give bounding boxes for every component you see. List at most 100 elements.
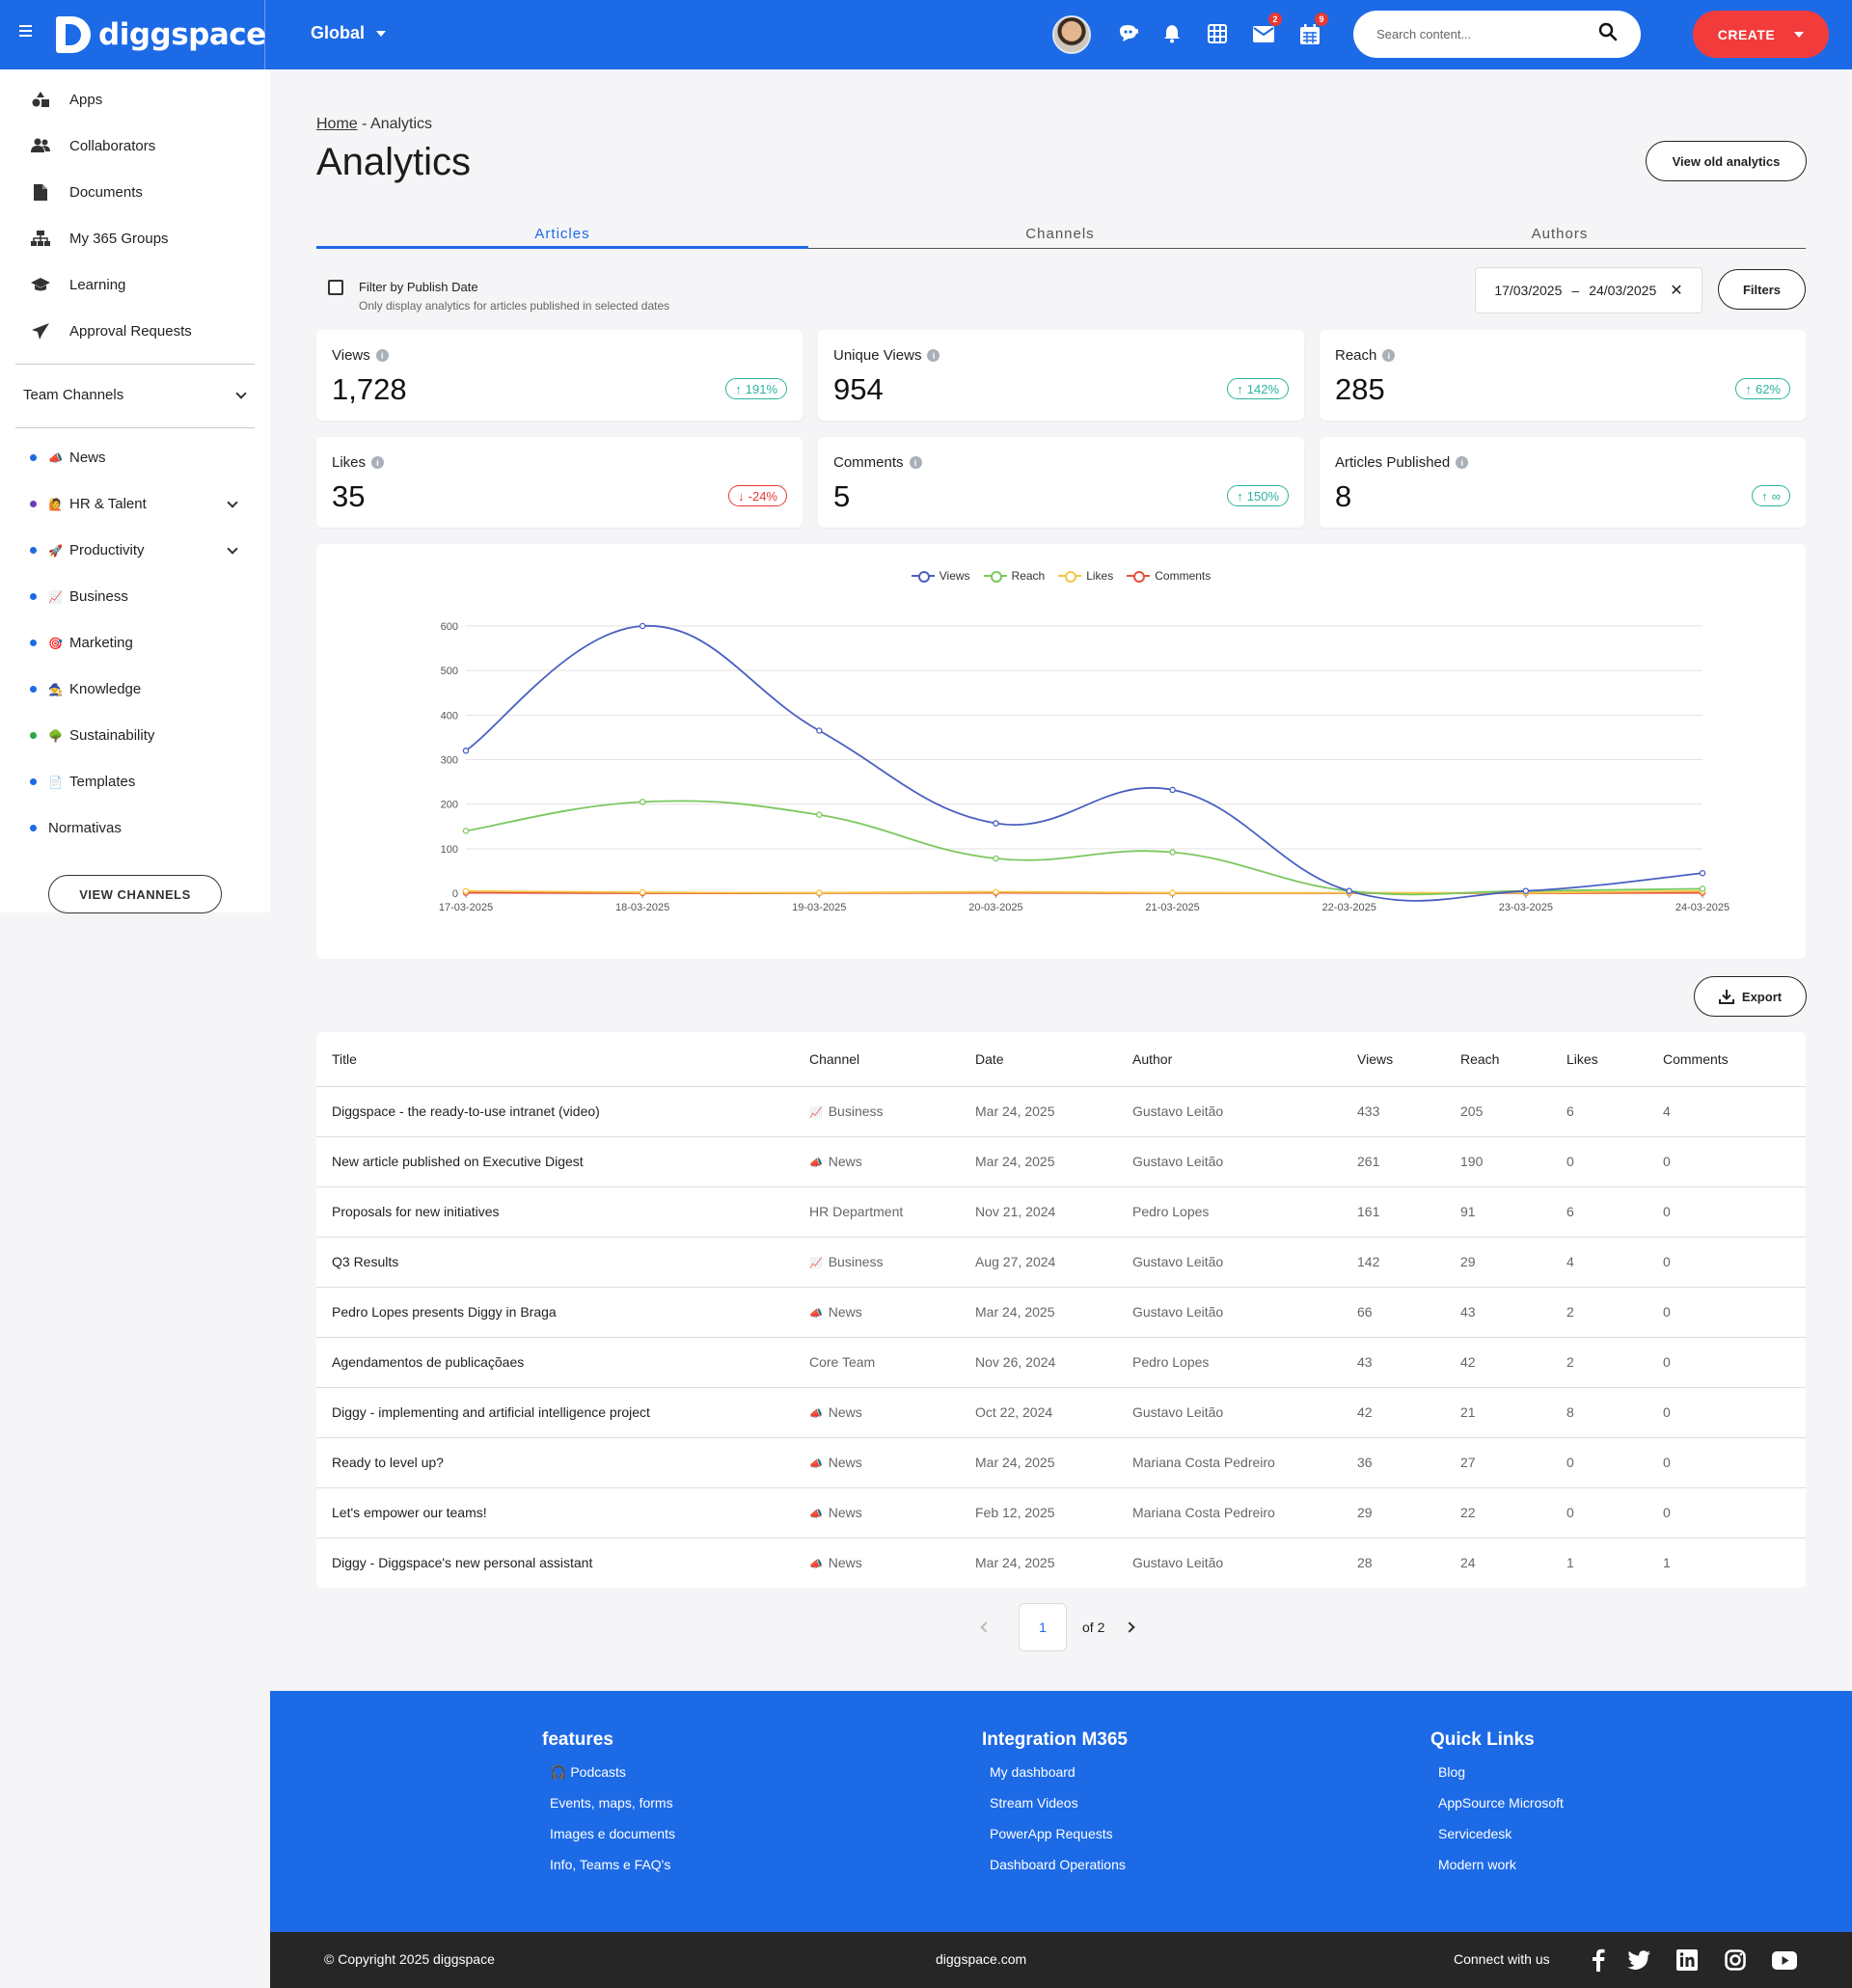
footer-link[interactable]: Dashboard Operations bbox=[990, 1857, 1126, 1872]
table-row[interactable]: Agendamentos de publicaçõaes Core Team Nov… bbox=[316, 1336, 1806, 1387]
avatar[interactable] bbox=[1052, 15, 1091, 54]
search-icon[interactable] bbox=[1598, 22, 1618, 46]
column-header-comments[interactable]: Comments bbox=[1663, 1050, 1729, 1067]
instagram-icon[interactable] bbox=[1723, 1947, 1748, 1973]
article-title-cell[interactable]: Agendamentos de publicaçõaes bbox=[316, 1336, 809, 1387]
footer-link[interactable]: My dashboard bbox=[990, 1764, 1076, 1780]
channel-sustainability[interactable]: 🌳 Sustainability bbox=[30, 727, 244, 744]
article-title-cell[interactable]: Ready to level up? bbox=[316, 1436, 809, 1487]
chatbot-icon[interactable] bbox=[1116, 21, 1141, 46]
linkedin-icon[interactable] bbox=[1675, 1947, 1700, 1973]
channel-templates[interactable]: 📄 Templates bbox=[30, 774, 244, 790]
chevron-left-icon[interactable] bbox=[980, 1621, 992, 1633]
article-title-cell[interactable]: Pedro Lopes presents Diggy in Braga bbox=[316, 1286, 809, 1337]
footer-link[interactable]: Events, maps, forms bbox=[550, 1795, 673, 1811]
column-header-date[interactable]: Date bbox=[975, 1050, 1004, 1067]
column-header-reach[interactable]: Reach bbox=[1460, 1050, 1500, 1067]
channel-productivity[interactable]: 🚀 Productivity bbox=[30, 542, 244, 558]
footer-link[interactable]: Info, Teams e FAQ's bbox=[550, 1857, 671, 1872]
footer-link[interactable]: 🎧 Podcasts bbox=[550, 1764, 626, 1780]
filters-button[interactable]: Filters bbox=[1718, 269, 1806, 310]
table-row[interactable]: Let's empower our teams! 📣 News Feb 12, 202… bbox=[316, 1486, 1806, 1538]
info-icon[interactable]: i bbox=[1456, 456, 1469, 469]
channel-news[interactable]: 📣 News bbox=[30, 449, 244, 466]
channel-marketing[interactable]: 🎯 Marketing bbox=[30, 635, 244, 651]
grid-icon[interactable] bbox=[1205, 21, 1230, 46]
menu-icon[interactable] bbox=[19, 25, 34, 44]
legend-item-comments[interactable]: Comments bbox=[1127, 569, 1211, 583]
article-title-cell[interactable]: Diggy - Diggspace's new personal assista… bbox=[316, 1537, 809, 1588]
view-channels-button[interactable]: VIEW CHANNELS bbox=[48, 875, 222, 913]
legend-item-views[interactable]: Views bbox=[911, 569, 970, 583]
footer-link[interactable]: Blog bbox=[1438, 1764, 1466, 1780]
table-row[interactable]: New article published on Executive Diges… bbox=[316, 1135, 1806, 1186]
column-header-author[interactable]: Author bbox=[1132, 1050, 1173, 1067]
youtube-icon[interactable] bbox=[1772, 1947, 1797, 1973]
article-title-cell[interactable]: Q3 Results bbox=[316, 1236, 809, 1287]
info-icon[interactable]: i bbox=[375, 349, 389, 362]
sidebar-item-approval-requests[interactable]: Approval Requests bbox=[29, 319, 192, 342]
page-current[interactable]: 1 bbox=[1019, 1603, 1067, 1651]
logo[interactable]: diggspace bbox=[56, 15, 266, 54]
sidebar-item-my-365-groups[interactable]: My 365 Groups bbox=[29, 227, 169, 250]
create-button[interactable]: CREATE bbox=[1693, 11, 1829, 58]
footer-link[interactable]: PowerApp Requests bbox=[990, 1826, 1113, 1841]
info-icon[interactable]: i bbox=[927, 349, 940, 362]
channel-normativas[interactable]: Normativas bbox=[30, 820, 244, 836]
article-title-cell[interactable]: Let's empower our teams! bbox=[316, 1486, 809, 1538]
clear-icon[interactable]: ✕ bbox=[1670, 283, 1683, 299]
view-old-analytics-button[interactable]: View old analytics bbox=[1646, 141, 1807, 181]
sidebar-item-documents[interactable]: Documents bbox=[29, 180, 143, 204]
column-header-views[interactable]: Views bbox=[1357, 1050, 1394, 1067]
date-range-picker[interactable]: 17/03/2025 – 24/03/2025 ✕ bbox=[1475, 267, 1702, 313]
article-title-cell[interactable]: Diggspace - the ready-to-use intranet (v… bbox=[316, 1085, 809, 1136]
table-row[interactable]: Q3 Results 📈 Business Aug 27, 2024 Gustavo L… bbox=[316, 1236, 1806, 1287]
footer-link[interactable]: Servicedesk bbox=[1438, 1826, 1512, 1841]
breadcrumb-home[interactable]: Home bbox=[316, 116, 358, 132]
mail-icon[interactable]: 2 bbox=[1251, 13, 1282, 46]
filter-checkbox[interactable] bbox=[328, 280, 343, 295]
column-header-channel[interactable]: Channel bbox=[809, 1050, 860, 1067]
tab-authors[interactable]: Authors bbox=[1531, 226, 1589, 242]
channel-hr-talent[interactable]: 🙋 HR & Talent bbox=[30, 496, 244, 512]
bell-icon[interactable] bbox=[1159, 21, 1185, 46]
team-channels-toggle[interactable]: Team Channels bbox=[23, 387, 247, 403]
chevron-right-icon[interactable] bbox=[1124, 1621, 1136, 1633]
legend-item-reach[interactable]: Reach bbox=[983, 569, 1045, 583]
footer-link[interactable]: AppSource Microsoft bbox=[1438, 1795, 1564, 1811]
table-row[interactable]: Ready to level up? 📣 News Mar 24, 2025 Maria… bbox=[316, 1436, 1806, 1487]
channel-knowledge[interactable]: 🧙 Knowledge bbox=[30, 681, 244, 697]
table-row[interactable]: Proposals for new initiatives HR Departme… bbox=[316, 1185, 1806, 1237]
export-button[interactable]: Export bbox=[1694, 976, 1807, 1017]
footer-link[interactable]: Images e documents bbox=[550, 1826, 675, 1841]
calendar-icon[interactable]: 9 bbox=[1297, 13, 1328, 46]
article-title-cell[interactable]: Proposals for new initiatives bbox=[316, 1185, 809, 1237]
legend-item-likes[interactable]: Likes bbox=[1058, 569, 1113, 583]
sidebar-item-collaborators[interactable]: Collaborators bbox=[29, 134, 155, 157]
search-input[interactable] bbox=[1376, 27, 1598, 41]
table-row[interactable]: Diggspace - the ready-to-use intranet (v… bbox=[316, 1085, 1806, 1136]
footer-link[interactable]: Stream Videos bbox=[990, 1795, 1078, 1811]
chevron-down-icon[interactable] bbox=[227, 496, 238, 508]
info-icon[interactable]: i bbox=[1382, 349, 1396, 362]
column-header-likes[interactable]: Likes bbox=[1566, 1050, 1598, 1067]
sidebar-item-apps[interactable]: Apps bbox=[29, 88, 102, 111]
domain-link[interactable]: diggspace.com bbox=[936, 1951, 1027, 1967]
channel-business[interactable]: 📈 Business bbox=[30, 588, 244, 605]
chevron-down-icon[interactable] bbox=[227, 542, 238, 555]
twitter-icon[interactable] bbox=[1626, 1947, 1651, 1973]
table-row[interactable]: Diggy - Diggspace's new personal assista… bbox=[316, 1537, 1806, 1588]
table-row[interactable]: Diggy - implementing and artificial inte… bbox=[316, 1386, 1806, 1437]
facebook-icon[interactable] bbox=[1586, 1947, 1611, 1973]
tab-articles[interactable]: Articles bbox=[316, 216, 808, 249]
info-icon[interactable]: i bbox=[371, 456, 385, 469]
scope-selector[interactable]: Global bbox=[311, 23, 387, 43]
info-icon[interactable]: i bbox=[909, 456, 922, 469]
sidebar-item-learning[interactable]: Learning bbox=[29, 273, 125, 296]
article-title-cell[interactable]: Diggy - implementing and artificial inte… bbox=[316, 1386, 809, 1437]
tab-channels[interactable]: Channels bbox=[1025, 226, 1095, 242]
column-header-title[interactable]: Title bbox=[332, 1050, 357, 1067]
footer-link[interactable]: Modern work bbox=[1438, 1857, 1516, 1872]
table-row[interactable]: Pedro Lopes presents Diggy in Braga 📣 News… bbox=[316, 1286, 1806, 1337]
article-title-cell[interactable]: New article published on Executive Diges… bbox=[316, 1135, 809, 1186]
